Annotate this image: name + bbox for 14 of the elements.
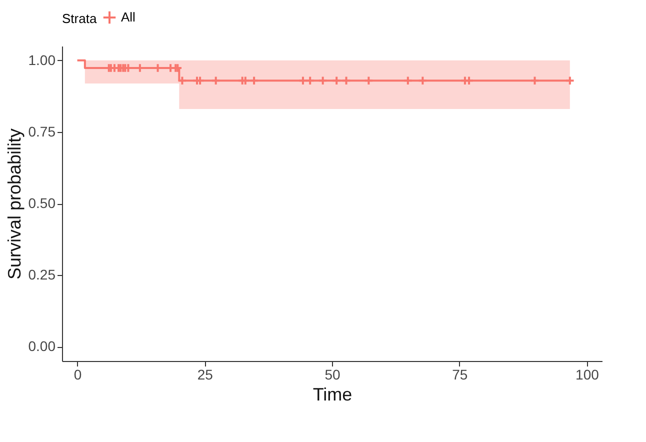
x-tick-label: 0 [74, 366, 82, 382]
x-tick-label: 75 [452, 366, 468, 382]
y-tick-label: 0.50 [28, 195, 56, 211]
y-axis-title: Survival probability [4, 128, 24, 280]
y-tick-label: 1.00 [28, 52, 56, 68]
y-tick-label: 0.75 [28, 123, 56, 140]
x-axis-title: Time [312, 384, 352, 404]
x-tick-label: 25 [197, 366, 214, 382]
x-tick-label: 100 [576, 366, 600, 382]
x-tick-label: 50 [324, 366, 340, 382]
y-tick-label: 0.25 [28, 266, 56, 283]
legend-label: All [121, 10, 136, 24]
y-tick-label: 0.00 [28, 338, 56, 354]
legend-title: Strata [62, 11, 98, 26]
